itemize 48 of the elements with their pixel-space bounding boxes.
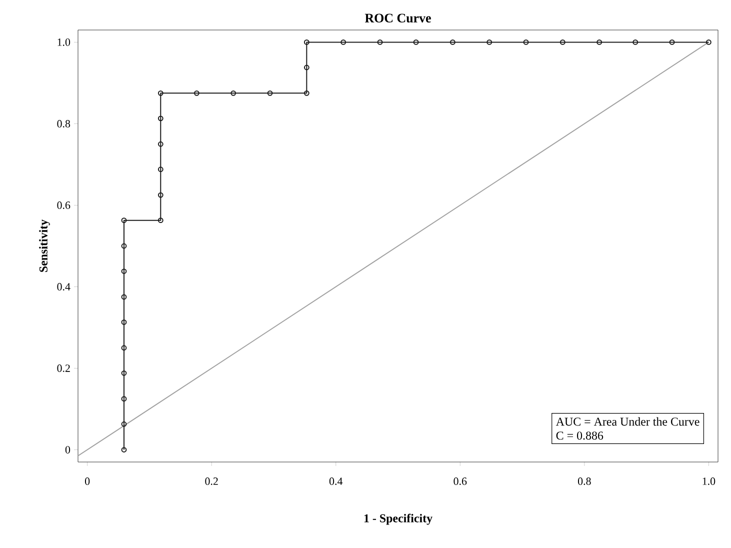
x-tick-label: 0.6 — [454, 478, 467, 485]
annotation: AUC = Area Under the Curve — [556, 417, 700, 426]
y-tick-label: 0 — [65, 446, 70, 454]
annotation: C = 0.886 — [556, 432, 604, 440]
x-tick-label: 1.0 — [702, 478, 716, 485]
point — [669, 40, 675, 45]
point — [121, 268, 127, 274]
point — [121, 345, 127, 351]
point — [158, 192, 164, 198]
point — [121, 421, 127, 427]
y-tick-label: 0.8 — [57, 120, 70, 128]
point — [158, 116, 164, 122]
point — [121, 396, 127, 402]
y-tick-label: 0.4 — [57, 283, 70, 290]
point — [194, 90, 200, 96]
y-tick-label: 1.0 — [58, 38, 70, 46]
point — [632, 40, 638, 45]
point — [523, 40, 529, 45]
point — [304, 90, 310, 96]
point — [413, 40, 419, 45]
point — [121, 370, 127, 376]
point — [158, 218, 164, 224]
x-tick-label: 0.2 — [205, 478, 218, 485]
point — [158, 90, 164, 96]
x-tick-label: 0 — [85, 478, 90, 485]
x-tick-label: 0.4 — [329, 478, 343, 485]
chart-title: ROC Curve — [364, 14, 431, 22]
point — [158, 166, 164, 172]
point — [267, 90, 273, 96]
point — [340, 40, 346, 45]
y-tick-label: 0.2 — [57, 364, 70, 372]
y-tick-label: 0.6 — [57, 202, 70, 209]
x-tick-label: 0.8 — [578, 478, 591, 485]
x-axis-title: 1 - Specificity — [364, 514, 432, 525]
y-axis-title: Sensitivity — [39, 220, 50, 272]
point — [121, 294, 127, 300]
point — [121, 243, 127, 249]
point — [304, 40, 310, 45]
point — [560, 40, 566, 45]
point — [596, 40, 602, 45]
point — [121, 218, 127, 224]
point — [230, 90, 236, 96]
point — [450, 40, 456, 45]
point — [121, 320, 127, 325]
point — [486, 40, 492, 45]
point — [377, 40, 383, 45]
point — [158, 141, 164, 147]
point — [304, 64, 310, 70]
